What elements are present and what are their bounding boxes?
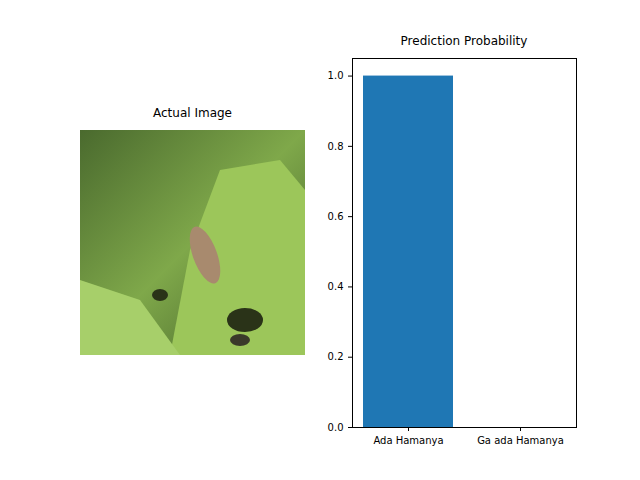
html-text:Actual Image: Actual Image <box>153 106 232 120</box>
svg-text:0.6: 0.6 <box>328 211 344 222</box>
svg-text:1.0: 1.0 <box>328 70 344 81</box>
svg-text:Ga ada Hamanya: Ga ada Hamanya <box>477 435 564 446</box>
svg-text:0.4: 0.4 <box>328 281 344 292</box>
svg-text:0.8: 0.8 <box>328 141 344 152</box>
svg-text:0.2: 0.2 <box>328 351 344 362</box>
svg-text:0.0: 0.0 <box>328 422 344 433</box>
html-text:Prediction Probability: Prediction Probability <box>400 34 528 48</box>
svg-text:Ada Hamanya: Ada Hamanya <box>373 435 443 446</box>
